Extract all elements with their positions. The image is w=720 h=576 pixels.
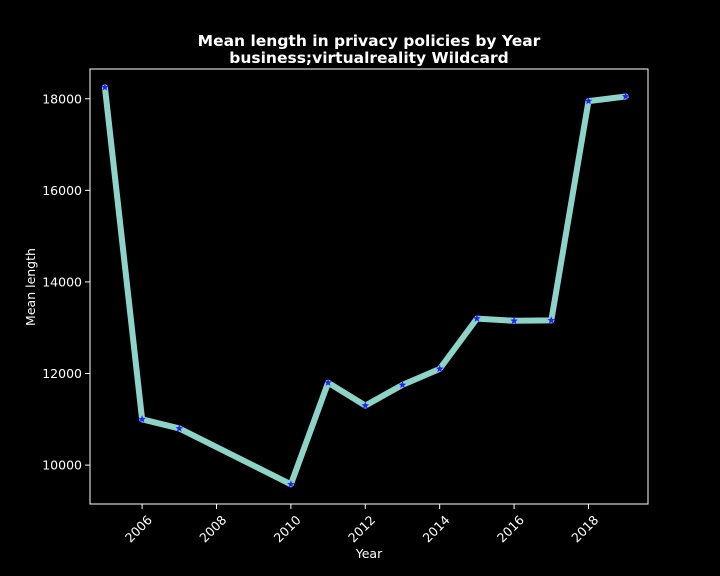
y-tick-label: 16000 — [42, 183, 82, 198]
data-point-marker — [287, 480, 295, 488]
data-point-marker — [361, 401, 370, 409]
x-tick-label: 2010 — [271, 512, 304, 545]
data-point-marker — [138, 415, 146, 423]
data-point-marker — [324, 378, 332, 386]
chart-subtitle: business;virtualreality Wildcard — [229, 49, 509, 67]
chart-title: Mean length in privacy policies by Year — [198, 32, 541, 50]
x-tick-label: 2016 — [494, 512, 527, 545]
series-line — [101, 84, 629, 488]
data-point-marker — [101, 83, 109, 91]
data-point-marker — [621, 92, 630, 100]
x-axis-label: Year — [355, 546, 383, 561]
x-tick-label: 2008 — [196, 512, 229, 545]
y-tick-label: 18000 — [42, 91, 82, 106]
data-point-marker — [435, 364, 444, 373]
x-tick-label: 2014 — [419, 512, 452, 545]
data-point-marker — [547, 316, 556, 324]
data-point-marker — [584, 97, 593, 105]
y-axis-label: Mean length — [23, 248, 38, 326]
data-point-marker — [510, 316, 518, 325]
plot-area — [101, 83, 630, 488]
y-tick-label: 12000 — [42, 366, 82, 381]
data-point-marker — [473, 314, 481, 322]
y-tick-label: 14000 — [42, 274, 82, 289]
x-tick-label: 2012 — [345, 512, 378, 545]
data-point-marker — [175, 424, 184, 432]
x-tick-label: 2018 — [568, 512, 601, 545]
x-tick-label: 2006 — [122, 512, 155, 545]
axes-frame — [89, 68, 649, 505]
y-tick-label: 10000 — [42, 458, 82, 473]
y-axis: 10000 12000 14000 16000 18000 — [42, 91, 90, 473]
x-axis: 2006 2008 2010 2012 2014 2016 2018 — [122, 504, 601, 545]
data-point-marker — [398, 380, 407, 389]
